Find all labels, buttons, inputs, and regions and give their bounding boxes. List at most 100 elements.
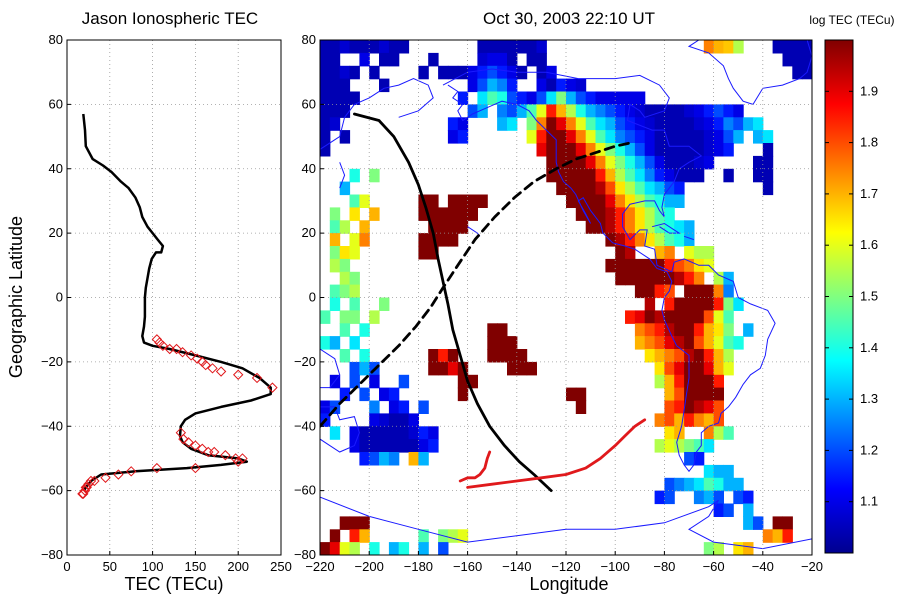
- tec-cell: [556, 104, 567, 118]
- tec-cell: [605, 130, 616, 144]
- tec-cell: [487, 65, 498, 80]
- tec-cell: [339, 220, 351, 234]
- tec-cell: [487, 336, 498, 350]
- map-xtick-label: −220: [305, 559, 334, 574]
- tec-cell: [605, 104, 616, 118]
- coastline-outlines: [320, 40, 812, 550]
- tec-cell: [684, 271, 695, 286]
- tec-cell: [516, 104, 528, 118]
- tec-cell: [369, 426, 380, 440]
- tec-cell: [703, 464, 715, 479]
- tec-cell: [546, 91, 557, 105]
- tec-cell: [693, 374, 705, 389]
- tec-cell: [359, 361, 370, 376]
- tec-cell: [566, 387, 577, 402]
- tec-cell: [487, 40, 498, 54]
- tec-diamond-marker: [171, 343, 182, 355]
- tec-cell: [536, 91, 547, 105]
- tec-cell: [684, 233, 695, 247]
- tec-cell: [713, 426, 724, 440]
- tec-cell: [605, 233, 616, 247]
- map-xtick-label: −80: [653, 559, 675, 574]
- tec-cell: [693, 117, 705, 131]
- tec-cell: [339, 387, 351, 402]
- tec-cell: [566, 91, 577, 105]
- tec-cell: [339, 40, 351, 54]
- tec-cell: [625, 168, 636, 183]
- tec-cell: [329, 91, 341, 105]
- tec-cell: [595, 220, 606, 234]
- tec-cell: [743, 542, 754, 555]
- tec-cell: [418, 529, 429, 543]
- tec-diamond-marker: [100, 472, 111, 483]
- tec-cell: [772, 529, 783, 543]
- tec-cell: [388, 387, 400, 402]
- tec-cell: [674, 297, 685, 311]
- tec-cell: [644, 143, 656, 157]
- tec-cell: [497, 117, 508, 131]
- tec-cell: [566, 78, 577, 93]
- tec-cell: [654, 323, 665, 337]
- tec-cell: [634, 207, 646, 221]
- tec-cell: [693, 130, 705, 144]
- tec-cell: [615, 91, 626, 105]
- tec-cell: [634, 336, 646, 350]
- tec-cell: [339, 271, 351, 286]
- tec-cell: [320, 52, 331, 67]
- map-tracks: [320, 112, 647, 492]
- tec-cell: [457, 117, 469, 131]
- tec-cell: [546, 130, 557, 144]
- tec-cell: [575, 130, 587, 144]
- tec-cell: [615, 258, 626, 273]
- tec-cell: [713, 143, 724, 157]
- tec-cell: [575, 117, 587, 131]
- tec-cell: [625, 143, 636, 157]
- tec-cell: [349, 516, 360, 530]
- tec-cell: [566, 194, 577, 208]
- tec-cell: [428, 426, 439, 440]
- colorbar-tick-label: 1.4: [860, 340, 878, 355]
- coastline-path: [442, 68, 776, 473]
- tec-cell: [644, 168, 656, 183]
- tec-cell: [674, 194, 685, 208]
- tec-cell: [615, 207, 626, 221]
- tec-cell: [566, 117, 577, 131]
- colorbar-tick-label: 1.8: [860, 135, 878, 150]
- tec-cell: [339, 78, 351, 93]
- tec-cell: [379, 297, 390, 311]
- tec-cell: [703, 310, 715, 324]
- tec-cell: [339, 104, 351, 118]
- colorbar-tick-label: 1.2: [860, 442, 878, 457]
- tec-cell: [713, 400, 724, 414]
- coastline-path: [687, 40, 812, 105]
- tec-cell: [634, 258, 646, 273]
- tec-cell: [664, 117, 675, 131]
- tec-cell: [674, 477, 685, 492]
- map-xlabel: Longitude: [529, 574, 608, 594]
- tec-cell: [664, 207, 675, 221]
- map-xtick-label: −160: [453, 559, 482, 574]
- tec-cell: [556, 155, 567, 170]
- tec-cell: [703, 143, 715, 157]
- tec-cell: [684, 246, 695, 260]
- colorbar-tick-label: 1.9: [860, 83, 878, 98]
- tec-cell: [664, 361, 675, 376]
- tec-cell: [369, 542, 380, 555]
- tec-cell: [664, 336, 675, 350]
- tec-cell: [447, 349, 459, 363]
- coastline-path: [320, 78, 434, 150]
- tec-cell: [497, 349, 508, 363]
- tec-cell: [388, 40, 400, 54]
- tec-cell: [605, 220, 616, 234]
- tec-cell: [359, 40, 370, 54]
- tec-cell: [713, 503, 724, 517]
- tec-cell: [359, 52, 370, 67]
- tec-cell: [418, 426, 429, 440]
- tec-cell: [723, 297, 734, 311]
- tec-cell: [595, 155, 606, 170]
- tec-cell: [664, 490, 675, 505]
- tec-cell: [693, 297, 705, 311]
- tec-cell: [684, 387, 695, 402]
- left-title: Jason Ionospheric TEC: [82, 9, 258, 28]
- tec-cell: [536, 130, 547, 144]
